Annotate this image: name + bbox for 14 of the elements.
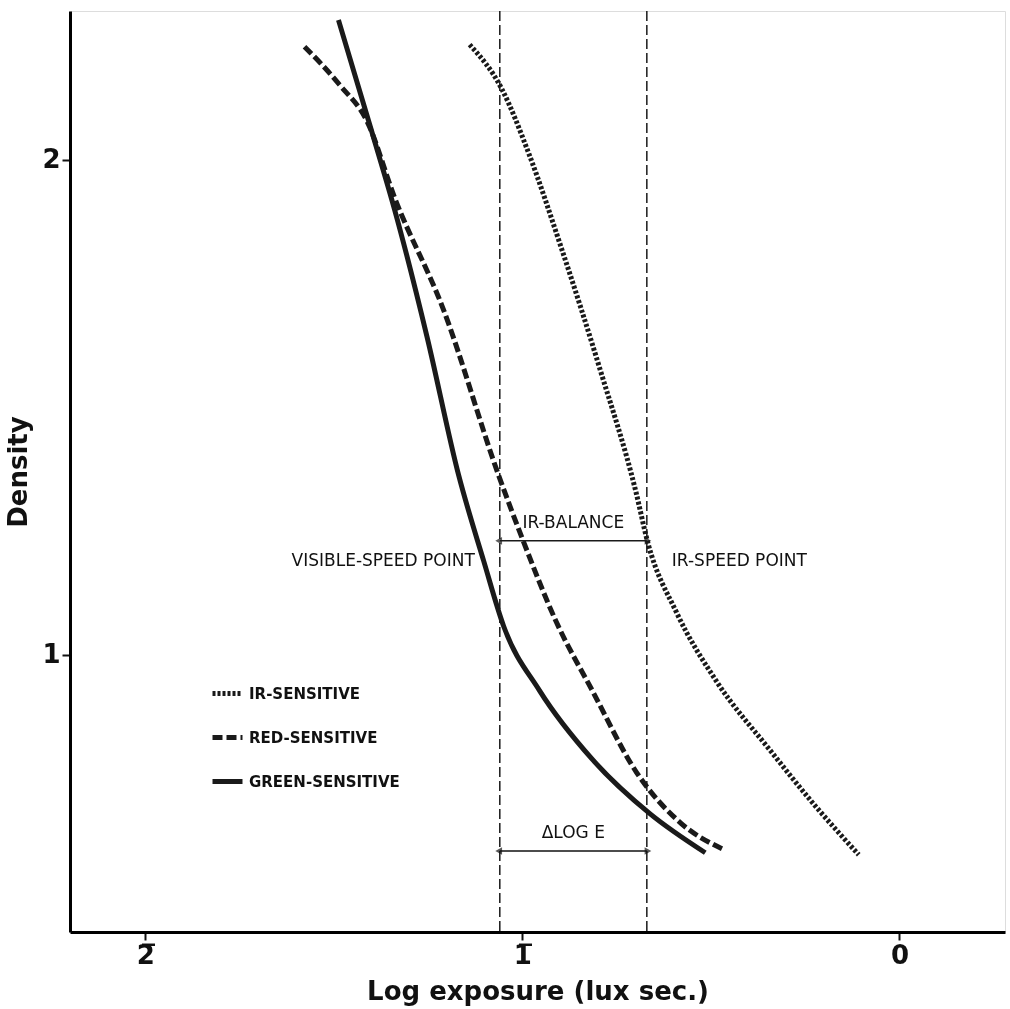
annotation: ΔLOG E [541, 822, 605, 842]
x-tick-label: 0 [890, 939, 909, 970]
y-tick-label: 1 [42, 639, 61, 670]
legend-label: GREEN-SENSITIVE [249, 772, 400, 791]
y-tick-label: 2 [42, 144, 61, 175]
x-axis-title: Log exposure (lux sec.) [367, 975, 709, 1006]
legend-label: RED-SENSITIVE [249, 728, 378, 747]
annotation: VISIBLE-SPEED POINT [291, 549, 476, 570]
annotation: IR-BALANCE [522, 511, 625, 532]
x-tick-label: 2̅ [136, 939, 155, 970]
legend-label: IR-SENSITIVE [249, 684, 361, 703]
x-tick-label: 1̅ [513, 939, 532, 970]
annotation: IR-SPEED POINT [671, 549, 808, 570]
y-axis-title: Density [3, 416, 34, 528]
